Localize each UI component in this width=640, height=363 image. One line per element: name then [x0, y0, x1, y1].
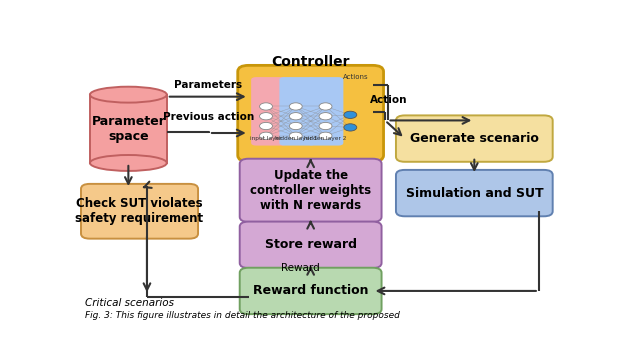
FancyBboxPatch shape: [396, 170, 553, 216]
Text: Fig. 3: This figure illustrates in detail the architecture of the proposed: Fig. 3: This figure illustrates in detai…: [85, 311, 400, 320]
Text: Controller: Controller: [271, 55, 350, 69]
FancyBboxPatch shape: [240, 221, 381, 268]
Text: Check SUT violates
safety requirement: Check SUT violates safety requirement: [76, 197, 204, 225]
FancyBboxPatch shape: [240, 159, 381, 222]
Circle shape: [260, 113, 273, 120]
FancyBboxPatch shape: [237, 65, 383, 162]
Circle shape: [319, 103, 332, 110]
Circle shape: [289, 132, 302, 139]
Circle shape: [344, 124, 356, 131]
FancyBboxPatch shape: [308, 77, 344, 146]
FancyBboxPatch shape: [280, 77, 315, 146]
Circle shape: [319, 132, 332, 139]
Circle shape: [319, 122, 332, 130]
Circle shape: [289, 113, 302, 120]
Text: Reward: Reward: [282, 263, 320, 273]
Circle shape: [344, 111, 356, 118]
FancyBboxPatch shape: [396, 115, 553, 162]
Text: Generate scenario: Generate scenario: [410, 132, 539, 145]
Text: Critical scenarios: Critical scenarios: [85, 298, 174, 308]
Text: Parameters: Parameters: [173, 80, 242, 90]
Text: Store reward: Store reward: [265, 238, 356, 251]
Circle shape: [289, 103, 302, 110]
Text: hidden layer 2: hidden layer 2: [304, 136, 347, 141]
Text: Simulation and SUT: Simulation and SUT: [406, 187, 543, 200]
FancyBboxPatch shape: [90, 95, 167, 163]
Text: Previous action: Previous action: [163, 112, 255, 122]
Text: Parameter
space: Parameter space: [92, 115, 165, 143]
Circle shape: [289, 122, 302, 130]
Text: Action: Action: [370, 95, 408, 105]
FancyBboxPatch shape: [240, 268, 381, 314]
Text: Update the
controller weights
with N rewards: Update the controller weights with N rew…: [250, 169, 371, 212]
Circle shape: [260, 103, 273, 110]
Text: input layer: input layer: [250, 136, 282, 141]
Circle shape: [319, 113, 332, 120]
Text: Reward function: Reward function: [253, 285, 369, 297]
Text: hidden layer 1: hidden layer 1: [275, 136, 317, 141]
Text: Actions: Actions: [342, 74, 368, 81]
FancyBboxPatch shape: [81, 184, 198, 238]
Ellipse shape: [90, 87, 167, 103]
Circle shape: [260, 122, 273, 130]
Circle shape: [260, 132, 273, 139]
Ellipse shape: [90, 155, 167, 171]
FancyBboxPatch shape: [251, 77, 287, 146]
